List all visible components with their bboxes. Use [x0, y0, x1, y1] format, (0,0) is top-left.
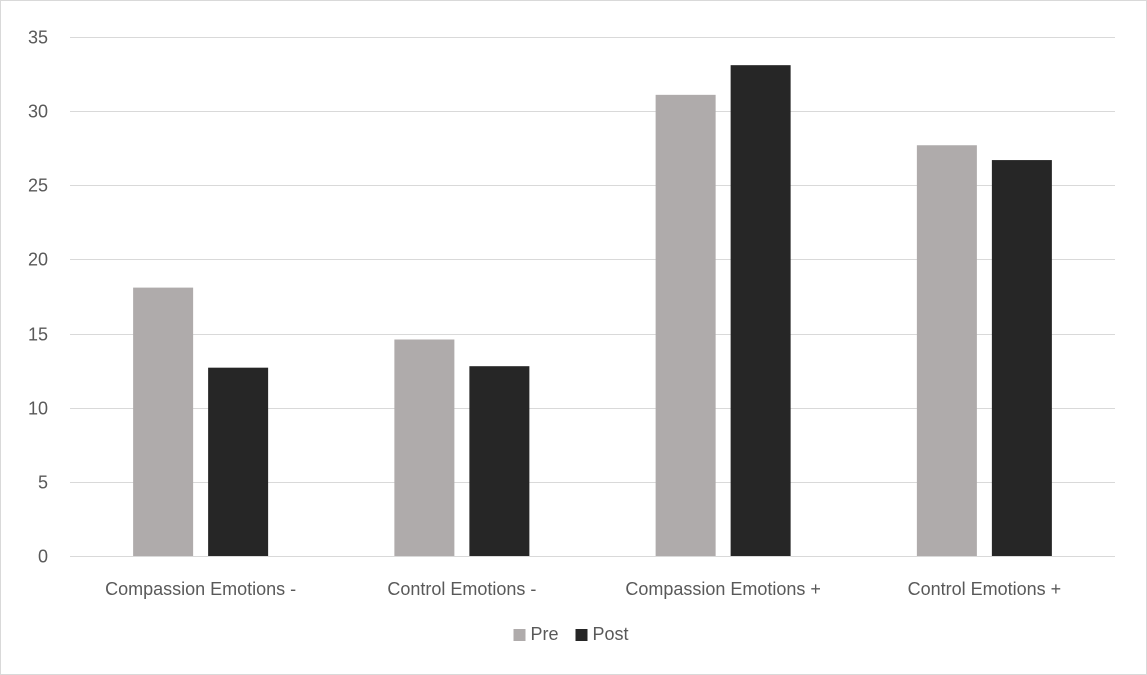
- x-category-label: Control Emotions +: [908, 579, 1062, 599]
- x-axis-categories: Compassion Emotions - Control Emotions - C…: [105, 579, 1061, 599]
- y-tick-label: 0: [38, 547, 48, 567]
- y-tick-label: 25: [28, 176, 48, 196]
- legend-swatch-post: [575, 629, 588, 641]
- y-tick-label: 20: [28, 250, 48, 270]
- y-tick-label: 15: [28, 325, 48, 345]
- bar-post-0: [208, 367, 269, 556]
- x-category-label: Control Emotions -: [387, 579, 536, 599]
- y-axis-ticks: 0 5 10 15 20 25 30 35: [28, 28, 48, 567]
- legend: Pre Post: [513, 624, 629, 644]
- legend-label-pre: Pre: [531, 624, 559, 644]
- y-tick-label: 30: [28, 102, 48, 122]
- y-tick-label: 35: [28, 28, 48, 48]
- legend-swatch-pre: [513, 629, 526, 641]
- x-category-label: Compassion Emotions +: [625, 579, 821, 599]
- bar-pre-1: [394, 339, 455, 556]
- bar-pre-2: [655, 94, 716, 557]
- bar-post-2: [730, 65, 791, 556]
- bar-pre-3: [916, 145, 977, 556]
- bars: [133, 65, 1052, 557]
- x-category-label: Compassion Emotions -: [105, 579, 296, 599]
- bar-post-3: [991, 160, 1052, 556]
- bar-post-1: [469, 366, 530, 556]
- y-tick-label: 10: [28, 399, 48, 419]
- legend-label-post: Post: [593, 624, 629, 644]
- y-tick-label: 5: [38, 473, 48, 493]
- bar-pre-0: [133, 287, 194, 556]
